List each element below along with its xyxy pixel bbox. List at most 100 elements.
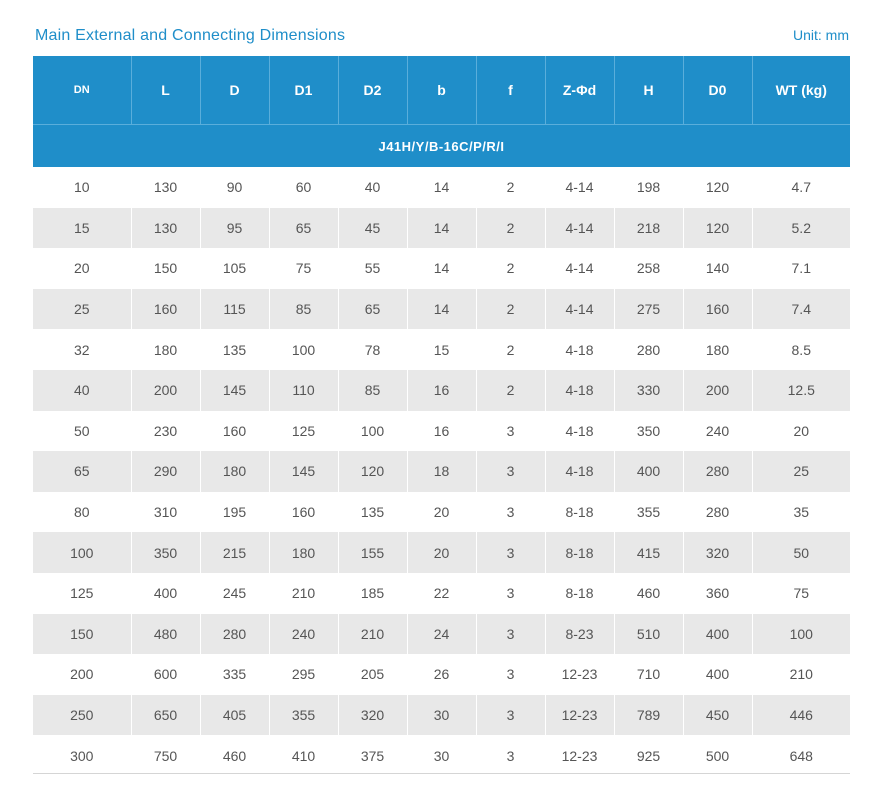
table-cell: 925 <box>614 735 684 776</box>
table-cell: 320 <box>683 532 753 573</box>
table-cell: 50 <box>752 532 850 573</box>
table-cell: 355 <box>614 491 684 533</box>
table-row: 15 130 95 65 45 14 2 4-14 218 120 5.2 <box>33 207 850 249</box>
table-cell: 14 <box>407 248 477 289</box>
table-cell: 2 <box>476 288 546 330</box>
table-cell: 280 <box>614 329 684 370</box>
table-row: 40 200 145 110 85 16 2 4-18 330 200 12.5 <box>33 369 850 411</box>
column-header: f <box>476 56 546 125</box>
table-cell: 16 <box>407 410 477 452</box>
model-label: J41H/Y/B-16C/P/R/I <box>33 124 850 167</box>
table-cell: 4-14 <box>545 207 615 249</box>
table-cell: 100 <box>33 532 132 573</box>
table-cell: 200 <box>131 369 201 411</box>
dimensions-table: DN L D D1 D2 b f Z-Φd H D0 WT (kg) J41H/… <box>33 56 850 776</box>
column-header: D2 <box>338 56 408 125</box>
table-row: 100 350 215 180 155 20 3 8-18 415 320 50 <box>33 532 850 573</box>
table-cell: 350 <box>131 532 201 573</box>
table-cell: 5.2 <box>752 207 850 249</box>
table-cell: 446 <box>752 694 850 736</box>
table-cell: 4.7 <box>752 167 850 208</box>
table-cell: 110 <box>269 369 339 411</box>
table-cell: 245 <box>200 572 270 614</box>
table-cell: 4-18 <box>545 410 615 452</box>
table-cell: 105 <box>200 248 270 289</box>
table-cell: 4-14 <box>545 288 615 330</box>
table-cell: 18 <box>407 451 477 492</box>
table-cell: 405 <box>200 694 270 736</box>
table-cell: 300 <box>33 735 132 776</box>
table-cell: 400 <box>683 654 753 695</box>
table-cell: 65 <box>269 207 339 249</box>
table-cell: 275 <box>614 288 684 330</box>
table-cell: 450 <box>683 694 753 736</box>
model-row: J41H/Y/B-16C/P/R/I <box>33 124 850 167</box>
table-cell: 135 <box>338 491 408 533</box>
table-cell: 240 <box>683 410 753 452</box>
unit-label: Unit: mm <box>793 27 849 43</box>
table-cell: 280 <box>200 613 270 655</box>
table-cell: 155 <box>338 532 408 573</box>
table-cell: 160 <box>683 288 753 330</box>
table-cell: 10 <box>33 167 132 208</box>
table-cell: 130 <box>131 207 201 249</box>
page-title: Main External and Connecting Dimensions <box>35 27 346 44</box>
table-cell: 460 <box>200 735 270 776</box>
table-row: 50 230 160 125 100 16 3 4-18 350 240 20 <box>33 410 850 452</box>
table-cell: 180 <box>131 329 201 370</box>
table-cell: 100 <box>269 329 339 370</box>
table-cell: 120 <box>683 167 753 208</box>
table-cell: 125 <box>33 572 132 614</box>
table-cell: 55 <box>338 248 408 289</box>
table-cell: 400 <box>614 451 684 492</box>
table-cell: 3 <box>476 491 546 533</box>
table-cell: 8-18 <box>545 572 615 614</box>
table-cell: 40 <box>33 369 132 411</box>
table-cell: 14 <box>407 288 477 330</box>
column-header: Z-Φd <box>545 56 615 125</box>
table-cell: 180 <box>269 532 339 573</box>
table-cell: 15 <box>407 329 477 370</box>
table-cell: 90 <box>200 167 270 208</box>
table-cell: 32 <box>33 329 132 370</box>
table-cell: 3 <box>476 532 546 573</box>
table-cell: 320 <box>338 694 408 736</box>
table-row: 80 310 195 160 135 20 3 8-18 355 280 35 <box>33 491 850 533</box>
table-cell: 20 <box>407 532 477 573</box>
table-cell: 16 <box>407 369 477 411</box>
table-cell: 198 <box>614 167 684 208</box>
table-row: 300 750 460 410 375 30 3 12-23 925 500 648 <box>33 735 850 776</box>
table-cell: 415 <box>614 532 684 573</box>
table-cell: 20 <box>752 410 850 452</box>
table-cell: 500 <box>683 735 753 776</box>
table-cell: 460 <box>614 572 684 614</box>
column-header: L <box>131 56 201 125</box>
table-cell: 4-18 <box>545 369 615 411</box>
column-header: DN <box>33 56 132 125</box>
table-cell: 650 <box>131 694 201 736</box>
table-cell: 3 <box>476 613 546 655</box>
table-cell: 120 <box>338 451 408 492</box>
table-cell: 30 <box>407 694 477 736</box>
table-cell: 3 <box>476 694 546 736</box>
table-cell: 12-23 <box>545 654 615 695</box>
table-cell: 510 <box>614 613 684 655</box>
table-cell: 45 <box>338 207 408 249</box>
table-cell: 400 <box>683 613 753 655</box>
table-cell: 4-14 <box>545 167 615 208</box>
table-row: 25 160 115 85 65 14 2 4-14 275 160 7.4 <box>33 288 850 330</box>
table-cell: 25 <box>33 288 132 330</box>
column-header: D1 <box>269 56 339 125</box>
table-cell: 12-23 <box>545 735 615 776</box>
table-cell: 2 <box>476 207 546 249</box>
table-cell: 7.4 <box>752 288 850 330</box>
table-cell: 290 <box>131 451 201 492</box>
table-cell: 78 <box>338 329 408 370</box>
table-cell: 25 <box>752 451 850 492</box>
table-cell: 22 <box>407 572 477 614</box>
table-cell: 12.5 <box>752 369 850 411</box>
table-cell: 750 <box>131 735 201 776</box>
table-cell: 710 <box>614 654 684 695</box>
table-cell: 135 <box>200 329 270 370</box>
table-cell: 115 <box>200 288 270 330</box>
